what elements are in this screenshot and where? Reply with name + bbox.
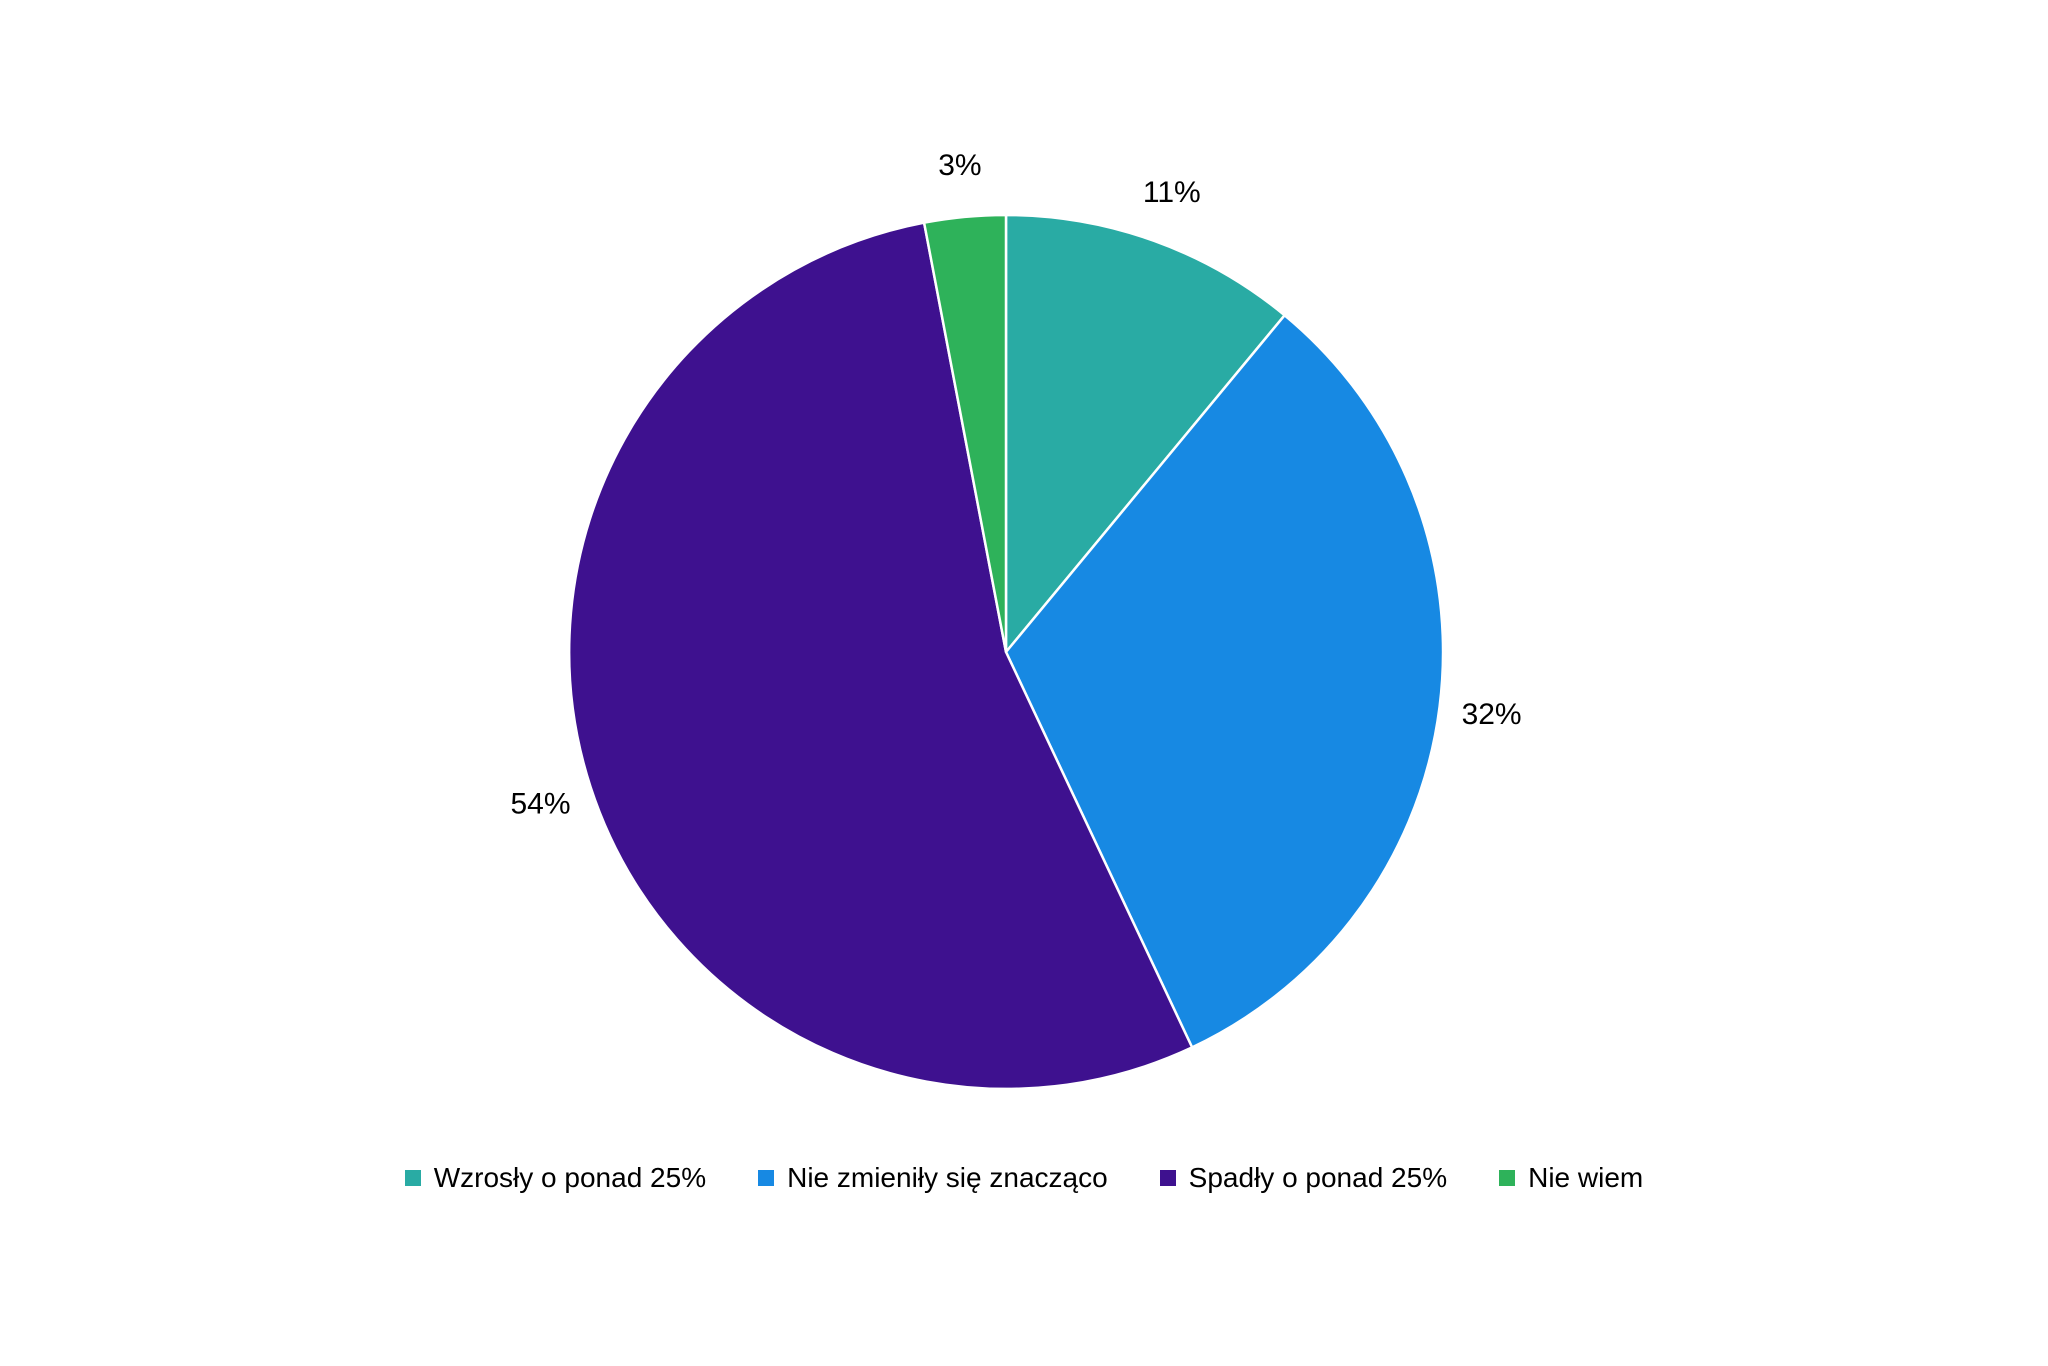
pie-slice-3	[567, 221, 1194, 1091]
pie-slice-2	[1004, 314, 1445, 1049]
legend-swatch-icon	[404, 1170, 421, 1186]
legend-item-2: Nie zmieniły się znacząco	[758, 1162, 1108, 1194]
legend-swatch-icon	[758, 1170, 775, 1186]
data-label-3: 54%	[510, 788, 570, 821]
legend: Wzrosły o ponad 25% Nie zmieniły się znac…	[0, 1162, 2048, 1194]
legend-swatch-icon	[1159, 1170, 1176, 1186]
pie-slice-1	[1004, 213, 1286, 654]
legend-label: Nie zmieniły się znacząco	[787, 1162, 1108, 1193]
data-label-2: 32%	[1462, 698, 1522, 731]
pie-slice-4	[922, 213, 1008, 654]
data-label-1: 11%	[1143, 176, 1201, 209]
data-label-4: 3%	[938, 149, 981, 182]
legend-item-1: Wzrosły o ponad 25%	[404, 1162, 707, 1194]
legend-label: Spadły o ponad 25%	[1188, 1162, 1448, 1193]
legend-item-3: Spadły o ponad 25%	[1159, 1162, 1448, 1194]
legend-label: Wzrosły o ponad 25%	[433, 1162, 707, 1193]
legend-item-4: Nie wiem	[1499, 1162, 1643, 1194]
legend-label: Nie wiem	[1528, 1162, 1644, 1193]
legend-swatch-icon	[1499, 1170, 1516, 1186]
